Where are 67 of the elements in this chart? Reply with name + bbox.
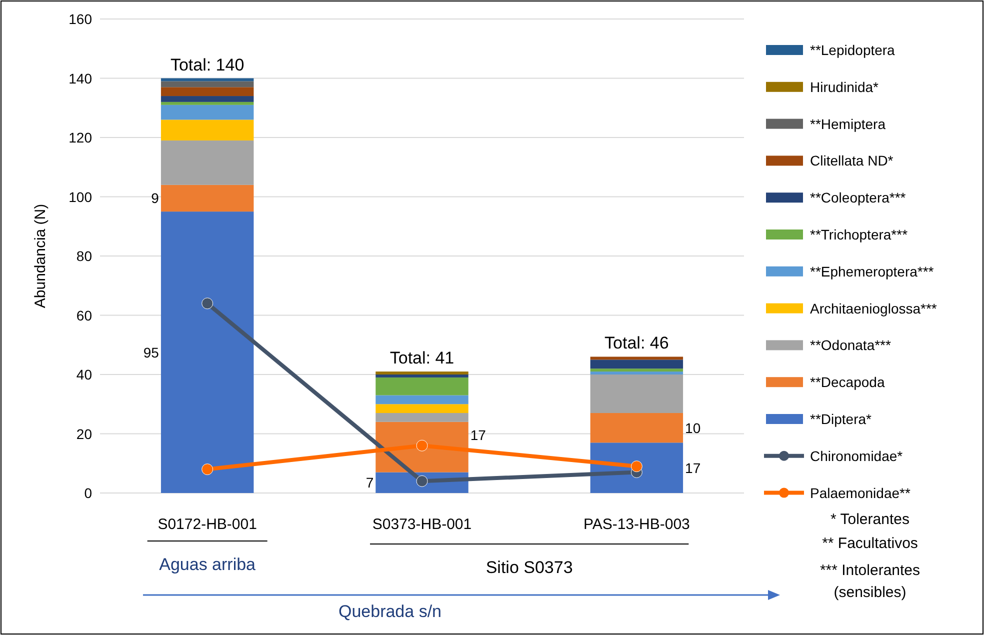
- text: Sitio S0373: [486, 558, 573, 577]
- text: Quebrada s/n: [338, 602, 442, 621]
- bar: [590, 356, 684, 360]
- legend-label: **Hemiptera: [810, 116, 886, 132]
- x-tick-label: S0172-HB-001: [158, 516, 257, 533]
- data-label: 95: [143, 344, 160, 360]
- y-tick-label: 20: [76, 426, 92, 442]
- legend-label: Palaemonidae**: [810, 484, 911, 501]
- bar: [160, 81, 254, 88]
- x-tick-label: S0373-HB-001: [372, 516, 472, 533]
- bar: [160, 96, 254, 102]
- bar: [376, 395, 468, 404]
- legend-label: Architaenioglossa***: [810, 300, 938, 316]
- legend-label: **Diptera*: [810, 411, 872, 427]
- bar: [160, 184, 254, 212]
- bar: [160, 140, 254, 185]
- y-tick-label: 100: [68, 188, 92, 205]
- point: [202, 298, 214, 310]
- point: [416, 440, 428, 452]
- total-label: Total: 41: [390, 348, 454, 368]
- bar: [590, 360, 684, 369]
- y-tick-label: 120: [68, 130, 92, 146]
- legend-label: **Lepidoptera: [810, 42, 896, 58]
- data-label: 17: [685, 460, 701, 476]
- bar: [160, 102, 254, 105]
- bar: [160, 87, 254, 96]
- legend-label: Hirudinida*: [810, 78, 880, 95]
- total-label: Total: 46: [604, 334, 669, 353]
- x-tick-label: PAS-13-HB-003: [583, 516, 690, 533]
- text: * Tolerantes: [830, 511, 910, 528]
- bar: [590, 413, 684, 443]
- point: [630, 460, 642, 472]
- legend-label: **Ephemeroptera***: [810, 263, 934, 280]
- bar: [376, 372, 468, 374]
- bar: [376, 374, 468, 378]
- y-tick-label: 140: [68, 70, 92, 86]
- y-tick-label: 40: [76, 366, 92, 382]
- bar: [590, 374, 684, 414]
- bar: [376, 413, 468, 422]
- total-label: Total: 140: [170, 55, 244, 74]
- bar: [376, 377, 468, 396]
- data-label: 10: [685, 420, 701, 436]
- data-label: 7: [366, 474, 374, 491]
- point: [202, 464, 214, 476]
- data-label: 17: [470, 427, 486, 444]
- legend-label: Chironomidae*: [810, 448, 904, 464]
- point: [416, 475, 428, 487]
- legend-label: **Decapoda: [810, 374, 885, 390]
- y-tick-label: 80: [76, 248, 92, 264]
- y-axis-title: Abundancia (N): [32, 204, 49, 308]
- bar: [590, 372, 684, 374]
- data-label: 9: [151, 190, 160, 206]
- text: *** Intolerantes (sensibles): [820, 562, 920, 601]
- text: ** Facultativos: [822, 535, 918, 552]
- bar: [160, 120, 254, 140]
- bar: [160, 104, 254, 120]
- legend-label: **Odonata***: [810, 337, 892, 354]
- text: Aguas arriba: [159, 555, 256, 574]
- bar: [160, 212, 254, 493]
- legend-label: **Trichoptera***: [810, 226, 908, 242]
- y-tick-label: 0: [84, 485, 92, 501]
- bar: [590, 368, 684, 372]
- y-tick-label: 160: [68, 11, 92, 27]
- y-tick-label: 60: [76, 307, 92, 324]
- legend-label: **Coleoptera***: [810, 190, 906, 206]
- legend-label: Clitellata ND*: [810, 152, 894, 169]
- bar: [376, 404, 468, 414]
